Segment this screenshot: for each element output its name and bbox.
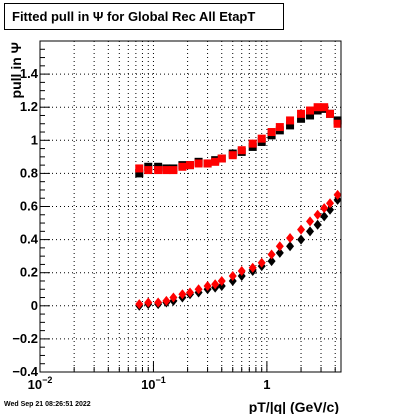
data-point [286,116,295,125]
y-tick-label: 1 [31,132,38,147]
data-point [333,189,342,200]
data-point [248,139,257,148]
y-tick-label: 0.6 [20,199,38,214]
plot-frame [39,40,342,373]
data-point [178,162,187,171]
data-point [267,128,276,137]
data-point [203,159,212,168]
data-point [228,271,237,282]
data-point [169,292,178,303]
data-point [267,249,276,260]
data-point [211,279,220,290]
series-3 [135,189,342,310]
data-point [326,198,335,209]
y-tick-label: −0.2 [12,331,38,346]
data-point [257,134,266,143]
data-point [313,219,322,230]
data-point [194,159,203,168]
chart-title: Fitted pull in Ψ for Global Rec All Etap… [4,3,284,30]
tick-layer [39,40,336,373]
y-tick-label: 1.4 [20,66,39,81]
data-point [286,241,295,252]
data-point [297,114,306,123]
data-point [275,241,284,252]
data-point [326,109,335,118]
data-point [320,211,329,222]
series-2 [135,194,342,311]
x-tick-label: 10−1 [141,375,166,392]
y-tick-label: −0.4 [12,364,38,379]
data-point [144,297,153,308]
data-point [211,157,220,166]
series-1 [135,103,342,175]
x-axis-title: pT/|q| (GeV/c) [249,399,339,414]
grid-layer [39,41,341,372]
data-point [297,224,306,235]
data-point [135,164,144,173]
data-point [306,111,315,120]
data-point [306,216,315,227]
data-point [178,289,187,300]
data-point [248,262,257,273]
x-tick-label: 10−2 [28,375,53,392]
footer-timestamp: Wed Sep 21 08:26:51 2022 [4,401,91,408]
data-point [186,161,195,170]
data-point [326,204,335,215]
data-point [257,257,266,268]
data-point [186,287,195,298]
data-point [297,234,306,245]
data-point [154,297,163,308]
data-point [237,266,246,277]
data-point [154,166,163,175]
data-point [162,295,171,306]
data-point [320,103,329,112]
data-point [228,151,237,160]
data-point [194,284,203,295]
data-point [297,109,306,118]
data-point [203,280,212,291]
data-point [286,232,295,243]
y-tick-label: 0.4 [20,232,39,247]
data-point [267,256,276,267]
y-axis-title: pull in Ψ [8,42,24,98]
data-point [135,169,144,178]
data-point [237,146,246,155]
y-tick-label: 1.2 [20,99,38,114]
y-tick-label: 0 [31,298,38,313]
x-tick-label: 1 [263,377,270,392]
data-point [169,166,178,175]
data-point [320,203,329,214]
data-point [306,226,315,237]
data-point [162,166,171,175]
label-layer: −0.4 −0.2 0 0.2 0.4 0.6 0.8 1 1.2 1.4 10−2 10−1 1 [12,66,270,392]
data-point [275,123,284,132]
data-point [313,209,322,220]
data-point [135,299,144,310]
data-point [144,166,153,175]
data-point [306,106,315,115]
series-layer [135,103,342,311]
data-point [217,275,226,286]
data-point [333,119,342,128]
data-point [275,247,284,258]
y-tick-label: 0.8 [20,165,38,180]
data-point [286,121,295,130]
y-tick-label: 0.2 [20,265,38,280]
data-point [313,103,322,112]
data-point [217,154,226,163]
